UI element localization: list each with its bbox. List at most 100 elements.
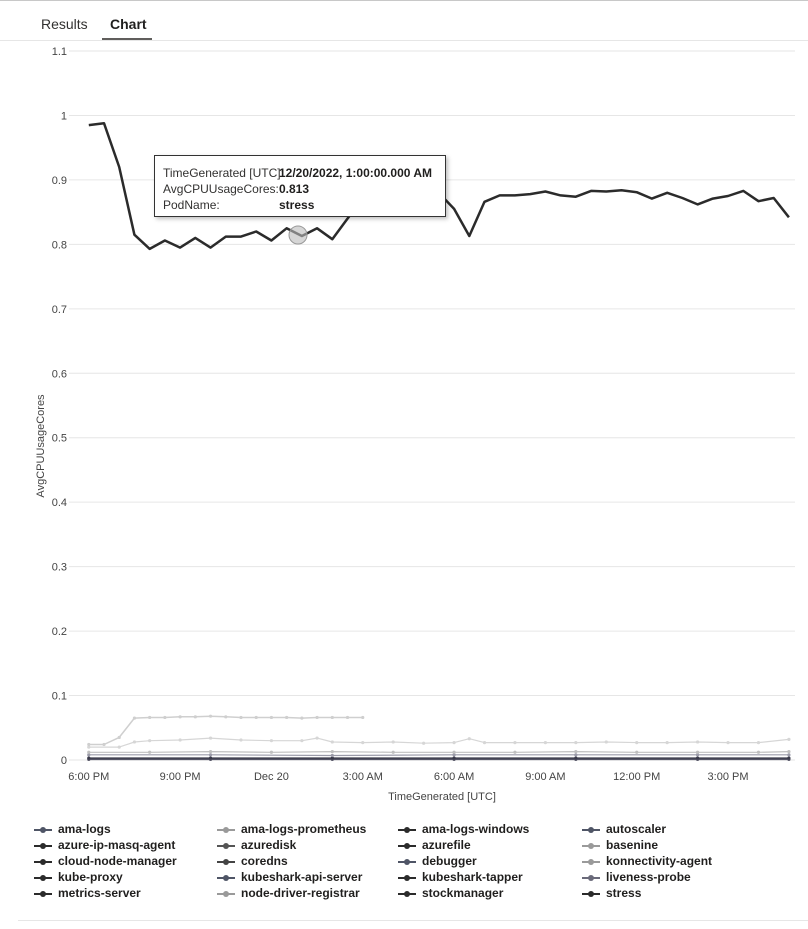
x-tick-label: 9:00 PM (160, 771, 201, 783)
series-point (695, 750, 700, 754)
series-point (787, 750, 791, 754)
legend-marker (588, 859, 594, 865)
y-tick-label: 0 (61, 755, 67, 767)
series-point (391, 750, 395, 754)
series-point (239, 715, 243, 720)
legend-label: kubeshark-api-server (241, 870, 363, 884)
legend-label: coredns (241, 854, 288, 868)
series-point (361, 715, 365, 720)
series-point (239, 738, 243, 742)
legend-label: stress (606, 886, 642, 900)
series-point (422, 741, 426, 745)
series-point (208, 714, 213, 718)
y-tick-label: 0.9 (52, 175, 67, 187)
series-point (285, 715, 289, 720)
series-point (315, 736, 319, 740)
series-point (452, 756, 456, 760)
series-point (574, 750, 578, 754)
series-lines (87, 121, 791, 761)
series-point (574, 740, 578, 745)
y-tick-label: 0.1 (52, 691, 67, 703)
series-point (695, 753, 700, 757)
series-line-coredns[interactable] (88, 750, 789, 753)
series-point (513, 750, 517, 754)
legend-label: stockmanager (422, 886, 504, 900)
legend-label: liveness-probe (606, 870, 691, 884)
y-tick-label: 1 (61, 110, 67, 122)
legend-label: basenine (606, 838, 659, 852)
legend-marker (40, 859, 46, 865)
series-point (391, 740, 395, 744)
legend-label: azure-ip-masq-agent (58, 838, 176, 852)
legend-marker (404, 843, 410, 849)
legend-label: metrics-server (58, 886, 141, 900)
series-point (87, 756, 91, 760)
x-axis-title: TimeGenerated [UTC] (388, 791, 496, 803)
tooltip-row-cpu: AvgCPUUsageCores: 0.813 (163, 182, 309, 196)
x-tick-label: 9:00 AM (525, 771, 565, 783)
series-point (482, 740, 487, 745)
series-point (574, 753, 578, 757)
legend-marker (588, 891, 594, 897)
series-point (87, 750, 91, 754)
series-point (87, 742, 91, 747)
x-tick-label: 12:00 PM (613, 771, 660, 783)
series-point (452, 750, 456, 754)
legend-label: azuredisk (241, 838, 297, 852)
series-point (300, 716, 304, 720)
series-point (269, 739, 274, 743)
y-axis-title: AvgCPUUsageCores (35, 394, 47, 498)
tooltip-row-pod: PodName: stress (163, 198, 314, 212)
y-tick-label: 0.2 (52, 626, 67, 638)
series-point (452, 740, 456, 745)
series-point (467, 737, 471, 741)
tab-chart[interactable]: Chart (110, 16, 147, 32)
series-point (361, 740, 365, 745)
tooltip-cpu-value: 0.813 (279, 182, 310, 196)
y-tick-label: 0.5 (52, 433, 67, 445)
series-point (330, 750, 334, 754)
legend-marker (588, 843, 594, 849)
legend-label: konnectivity-agent (606, 854, 713, 868)
legend-marker (404, 891, 410, 897)
series-point (315, 715, 319, 720)
series-point (208, 753, 213, 757)
bottom-border (18, 920, 808, 921)
legend-marker (588, 827, 594, 833)
series-line-ama-logs[interactable] (88, 737, 789, 748)
series-point (300, 739, 304, 743)
y-tick-label: 0.7 (52, 304, 67, 316)
series-point (87, 753, 91, 757)
series-point (330, 753, 334, 758)
tooltip-time-key: TimeGenerated [UTC]: (163, 166, 284, 180)
series-point (787, 737, 791, 741)
series-point (132, 740, 137, 744)
series-point (695, 740, 700, 744)
series-point (452, 753, 456, 757)
series-point (756, 740, 761, 745)
series-line-kubeshark-tapper[interactable] (88, 754, 789, 757)
legend-marker (223, 891, 229, 897)
legend-marker (223, 827, 229, 833)
legend-marker (223, 875, 229, 881)
series-point (193, 715, 197, 719)
legend-marker (588, 875, 594, 881)
legend-marker (223, 859, 229, 865)
legend-label: debugger (422, 854, 477, 868)
series-point (330, 740, 334, 744)
series-point (148, 715, 152, 720)
tooltip-cpu-key: AvgCPUUsageCores: (163, 182, 279, 196)
data-tooltip: TimeGenerated [UTC]: 12/20/2022, 1:00:00.… (154, 155, 446, 217)
y-tick-label: 0.6 (52, 368, 67, 380)
x-tick-label: 3:00 PM (708, 771, 749, 783)
y-tick-label: 0.4 (52, 497, 67, 509)
series-line-ama-logs-prometheus[interactable] (88, 715, 363, 746)
tab-results[interactable]: Results (41, 16, 88, 32)
legend-marker (404, 859, 410, 865)
series-point (178, 715, 182, 719)
x-tick-label: 3:00 AM (343, 771, 383, 783)
series-point (330, 715, 334, 720)
hover-marker[interactable] (288, 225, 308, 245)
legend-marker (223, 843, 229, 849)
legend-label: cloud-node-manager (58, 854, 177, 868)
